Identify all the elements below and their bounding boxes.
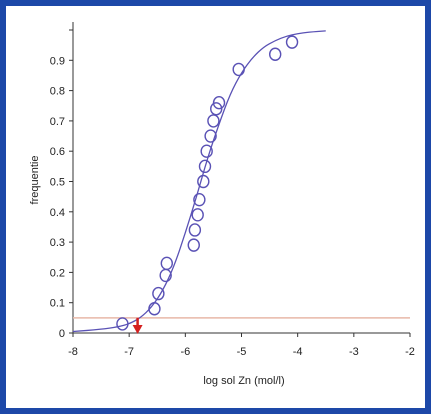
x-tick-label: -3 (349, 346, 359, 358)
y-tick-label: 0.3 (50, 237, 65, 249)
data-point (187, 238, 200, 252)
x-tick-label: -6 (180, 346, 190, 358)
x-tick-label: -7 (124, 346, 134, 358)
data-point (197, 174, 210, 189)
x-tick-label: -4 (293, 346, 303, 358)
y-tick-label: 0.2 (50, 267, 65, 279)
y-tick-label: 0.1 (50, 298, 65, 310)
y-tick-label: 0.4 (50, 207, 65, 219)
y-tick-label: 0.6 (50, 146, 65, 158)
tick-labels: 0 0.1 0.2 0.3 0.4 0.5 0.6 0.7 0.8 0.9 -8 -7 -6 -5 -4 -3… (50, 55, 415, 358)
arrow-head (132, 325, 143, 334)
data-point (188, 223, 202, 237)
data-point (152, 286, 165, 301)
x-tick-label: -2 (405, 346, 415, 358)
data-point (193, 192, 206, 207)
data-point (198, 159, 212, 174)
data-point (212, 96, 226, 110)
data-point (207, 114, 220, 128)
plot-area (72, 30, 410, 334)
data-point (204, 129, 217, 143)
axes (69, 22, 411, 337)
y-tick-label: 0.9 (50, 55, 65, 67)
y-tick-label: 0.5 (50, 177, 65, 189)
data-point (200, 144, 213, 158)
y-tick-label: 0.8 (50, 86, 65, 98)
x-tick-label: -5 (237, 346, 247, 358)
x-axis-label: log sol Zn (mol/l) (203, 375, 284, 387)
data-point (232, 62, 245, 77)
fitted-curve (72, 30, 326, 333)
x-tick-label: -8 (68, 346, 78, 358)
data-point (285, 35, 299, 49)
y-tick-label: 0 (59, 328, 65, 340)
y-tick-label: 0.7 (50, 116, 65, 128)
data-point (191, 208, 204, 222)
data-point (269, 47, 282, 61)
y-axis-label: frequentie (29, 156, 41, 205)
data-point (116, 317, 129, 331)
data-point (148, 302, 161, 316)
data-point (210, 102, 223, 116)
data-point (160, 256, 173, 271)
